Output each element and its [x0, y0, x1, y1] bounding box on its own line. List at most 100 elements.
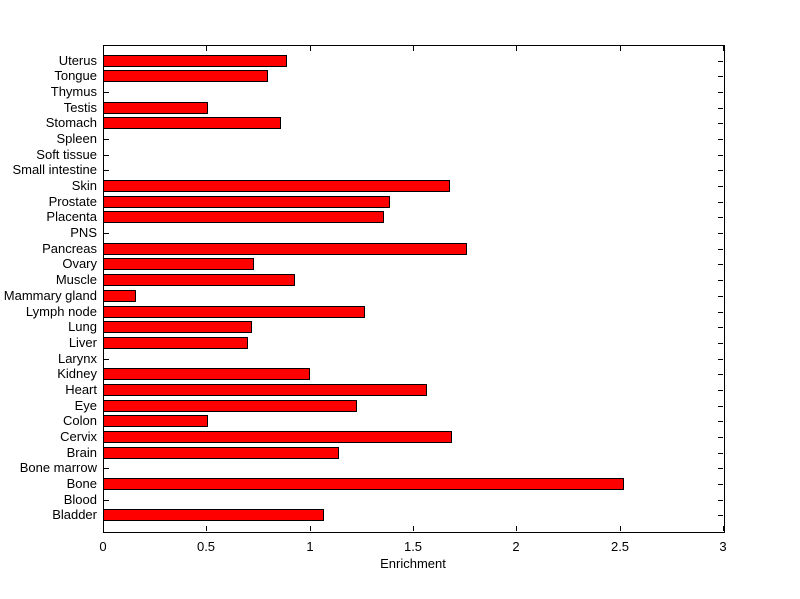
y-axis-label: Uterus: [58, 52, 97, 68]
x-tick: [310, 526, 311, 531]
x-tick: [413, 46, 414, 51]
bar: [103, 55, 287, 67]
x-tick: [516, 46, 517, 51]
y-axis-label: Ovary: [62, 256, 97, 272]
y-axis-label: Blood: [63, 491, 97, 507]
x-tick-label: 2: [512, 539, 520, 554]
x-tick: [620, 46, 621, 51]
y-tick: [718, 60, 723, 62]
bar: [103, 274, 295, 286]
bar: [103, 117, 281, 129]
bar: [103, 337, 248, 349]
y-axis-label: Colon: [63, 413, 97, 429]
bar: [103, 196, 390, 208]
x-tick: [206, 526, 207, 531]
y-tick: [718, 483, 723, 485]
y-tick: [104, 499, 109, 501]
bar: [103, 431, 452, 443]
y-axis-label: Stomach: [45, 115, 97, 131]
y-tick: [718, 264, 723, 266]
x-axis-title: Enrichment: [380, 556, 446, 571]
y-tick: [718, 248, 723, 250]
y-tick: [718, 139, 723, 141]
x-tick: [310, 46, 311, 51]
y-tick: [718, 421, 723, 423]
y-axis-label: Cervix: [60, 428, 97, 444]
x-tick: [206, 46, 207, 51]
y-tick: [718, 295, 723, 297]
y-axis-label: Lymph node: [25, 303, 97, 319]
y-axis-label: Brain: [66, 444, 97, 460]
y-tick: [718, 436, 723, 438]
y-tick: [718, 405, 723, 407]
y-tick: [718, 311, 723, 313]
bar: [103, 509, 324, 521]
y-tick: [104, 139, 109, 141]
bar: [103, 415, 208, 427]
x-tick-label: 0.5: [196, 539, 216, 554]
y-axis-label: Placenta: [46, 209, 97, 225]
y-axis-label: Small intestine: [12, 162, 97, 178]
y-tick: [718, 499, 723, 501]
y-axis-label: Testis: [63, 99, 97, 115]
x-tick: [620, 526, 621, 531]
x-tick-label: 1: [306, 539, 314, 554]
y-tick: [718, 374, 723, 376]
y-tick: [104, 92, 109, 94]
y-axis-label: Eye: [74, 397, 97, 413]
y-axis-label: Thymus: [50, 84, 97, 100]
x-tick: [103, 526, 104, 531]
y-tick: [718, 233, 723, 235]
y-axis-label: Bladder: [52, 507, 97, 523]
x-tick: [723, 46, 724, 51]
y-tick: [718, 186, 723, 188]
x-tick-label: 1.5: [403, 539, 423, 554]
y-tick: [718, 327, 723, 329]
y-tick: [718, 170, 723, 172]
bar: [103, 180, 450, 192]
y-tick: [718, 154, 723, 156]
x-tick-label: 2.5: [610, 539, 630, 554]
y-axis-label: Bone marrow: [19, 460, 97, 476]
x-tick: [413, 526, 414, 531]
bar: [103, 211, 384, 223]
bar: [103, 384, 427, 396]
y-tick: [104, 154, 109, 156]
y-tick: [718, 515, 723, 517]
y-axis-label: Bone: [66, 475, 97, 491]
y-tick: [104, 468, 109, 470]
y-axis-label: Lung: [68, 319, 97, 335]
bar: [103, 368, 310, 380]
y-tick: [718, 358, 723, 360]
y-tick: [718, 201, 723, 203]
y-tick: [718, 342, 723, 344]
y-axis-label: Spleen: [56, 131, 97, 147]
x-tick-label: 0: [99, 539, 107, 554]
bar: [103, 102, 208, 114]
y-axis-label: Tongue: [54, 68, 97, 84]
y-axis-label: Prostate: [48, 193, 97, 209]
bar: [103, 321, 252, 333]
y-axis-label: Soft tissue: [36, 146, 97, 162]
y-axis-label: Heart: [65, 381, 97, 397]
bar: [103, 258, 254, 270]
bar: [103, 243, 467, 255]
bar: [103, 447, 339, 459]
y-tick: [104, 170, 109, 172]
y-tick: [718, 389, 723, 391]
x-tick-label: 3: [719, 539, 727, 554]
x-tick: [723, 526, 724, 531]
y-tick: [104, 233, 109, 235]
x-tick: [516, 526, 517, 531]
y-tick: [718, 217, 723, 219]
y-tick: [718, 468, 723, 470]
bar: [103, 290, 136, 302]
y-axis-label: Liver: [68, 334, 97, 350]
y-tick: [718, 452, 723, 454]
bar: [103, 70, 268, 82]
y-axis-label: PNS: [70, 225, 97, 241]
bar: [103, 478, 624, 490]
y-tick: [718, 76, 723, 78]
y-axis-label: Mammary gland: [3, 287, 97, 303]
